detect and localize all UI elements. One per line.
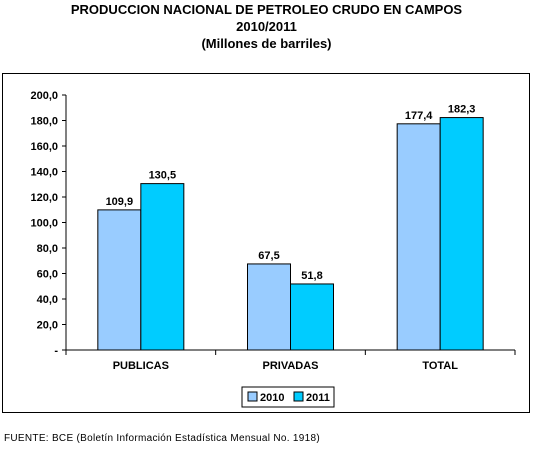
x-tick-label: TOTAL (422, 360, 458, 372)
data-label: 109,9 (106, 196, 134, 208)
y-tick-label: 180,0 (30, 116, 58, 128)
bar-2010-total (396, 123, 441, 351)
y-tick-label: 120,0 (30, 192, 58, 204)
chart-title-line3: (Millones de barriles) (201, 36, 332, 51)
bar-2011-total (439, 117, 484, 351)
bar-2010-publicas (97, 209, 142, 351)
bar-2011-privadas (290, 283, 334, 351)
legend-swatch (247, 391, 258, 402)
bar-chart: - 20,0 40,0 60,0 80,0 100,0 120,0 140,0 160,0 180… (30, 90, 516, 408)
bar-2011-publicas (140, 183, 185, 351)
legend-box (241, 386, 335, 408)
data-label: 51,8 (301, 270, 322, 282)
chart-title-line2: 2010/2011 (236, 19, 297, 34)
y-tick-label: 20,0 (37, 320, 58, 332)
chart-title-line1: PRODUCCION NACIONAL DE PETROLEO CRUDO EN… (70, 2, 463, 17)
x-tick-label: PUBLICAS (113, 360, 169, 372)
y-tick-label: 80,0 (37, 243, 58, 255)
legend-label: 2010 (260, 392, 284, 404)
data-label: 177,4 (405, 110, 433, 122)
source-note: FUENTE: BCE (Boletín Información Estadís… (4, 433, 320, 444)
x-tick-label: PRIVADAS (262, 360, 318, 372)
y-tick-label: 100,0 (30, 218, 58, 230)
y-tick-label: 60,0 (37, 269, 58, 281)
legend-label: 2011 (306, 392, 330, 404)
bar-2010-privadas (247, 263, 291, 351)
y-tick-label: - (54, 345, 58, 357)
data-label: 182,3 (448, 104, 476, 116)
y-tick-label: 140,0 (30, 167, 58, 179)
legend-swatch (293, 391, 304, 402)
chart-area: - 20,0 40,0 60,0 80,0 100,0 120,0 140,0 160,0 180… (2, 73, 530, 413)
data-label: 130,5 (149, 170, 177, 182)
y-tick-label: 40,0 (37, 294, 58, 306)
data-label: 67,5 (258, 250, 279, 262)
y-tick-label: 160,0 (30, 141, 58, 153)
y-tick-label: 200,0 (30, 90, 58, 102)
